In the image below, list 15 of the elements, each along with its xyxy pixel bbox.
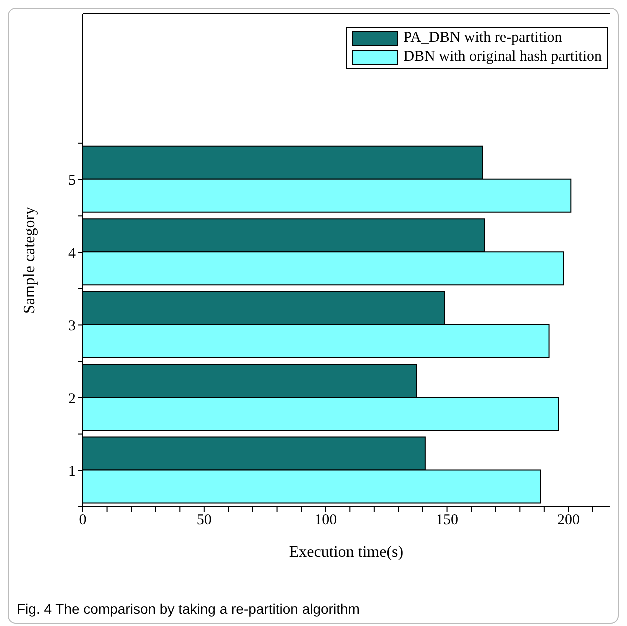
caption: Fig. 4 The comparison by taking a re-partition algorithm — [16, 600, 361, 619]
legend-label: PA_DBN with re-partition — [404, 29, 562, 48]
x-axis-title: Execution time(s) — [289, 544, 404, 561]
x-tick-label: 150 — [436, 512, 459, 529]
x-tick-label: 0 — [79, 512, 87, 529]
y-axis-title: Sample category — [22, 206, 39, 314]
y-tick-label: 2 — [68, 391, 76, 408]
legend-label: DBN with original hash partition — [404, 48, 602, 67]
x-tick-label: 100 — [314, 512, 338, 529]
y-tick-label: 5 — [68, 173, 76, 190]
x-tick-label: 200 — [557, 512, 580, 529]
y-tick-label: 1 — [68, 464, 76, 480]
y-tick-label: 4 — [68, 246, 76, 262]
x-tick-label: 50 — [196, 512, 212, 529]
y-tick-label: 3 — [68, 318, 76, 335]
